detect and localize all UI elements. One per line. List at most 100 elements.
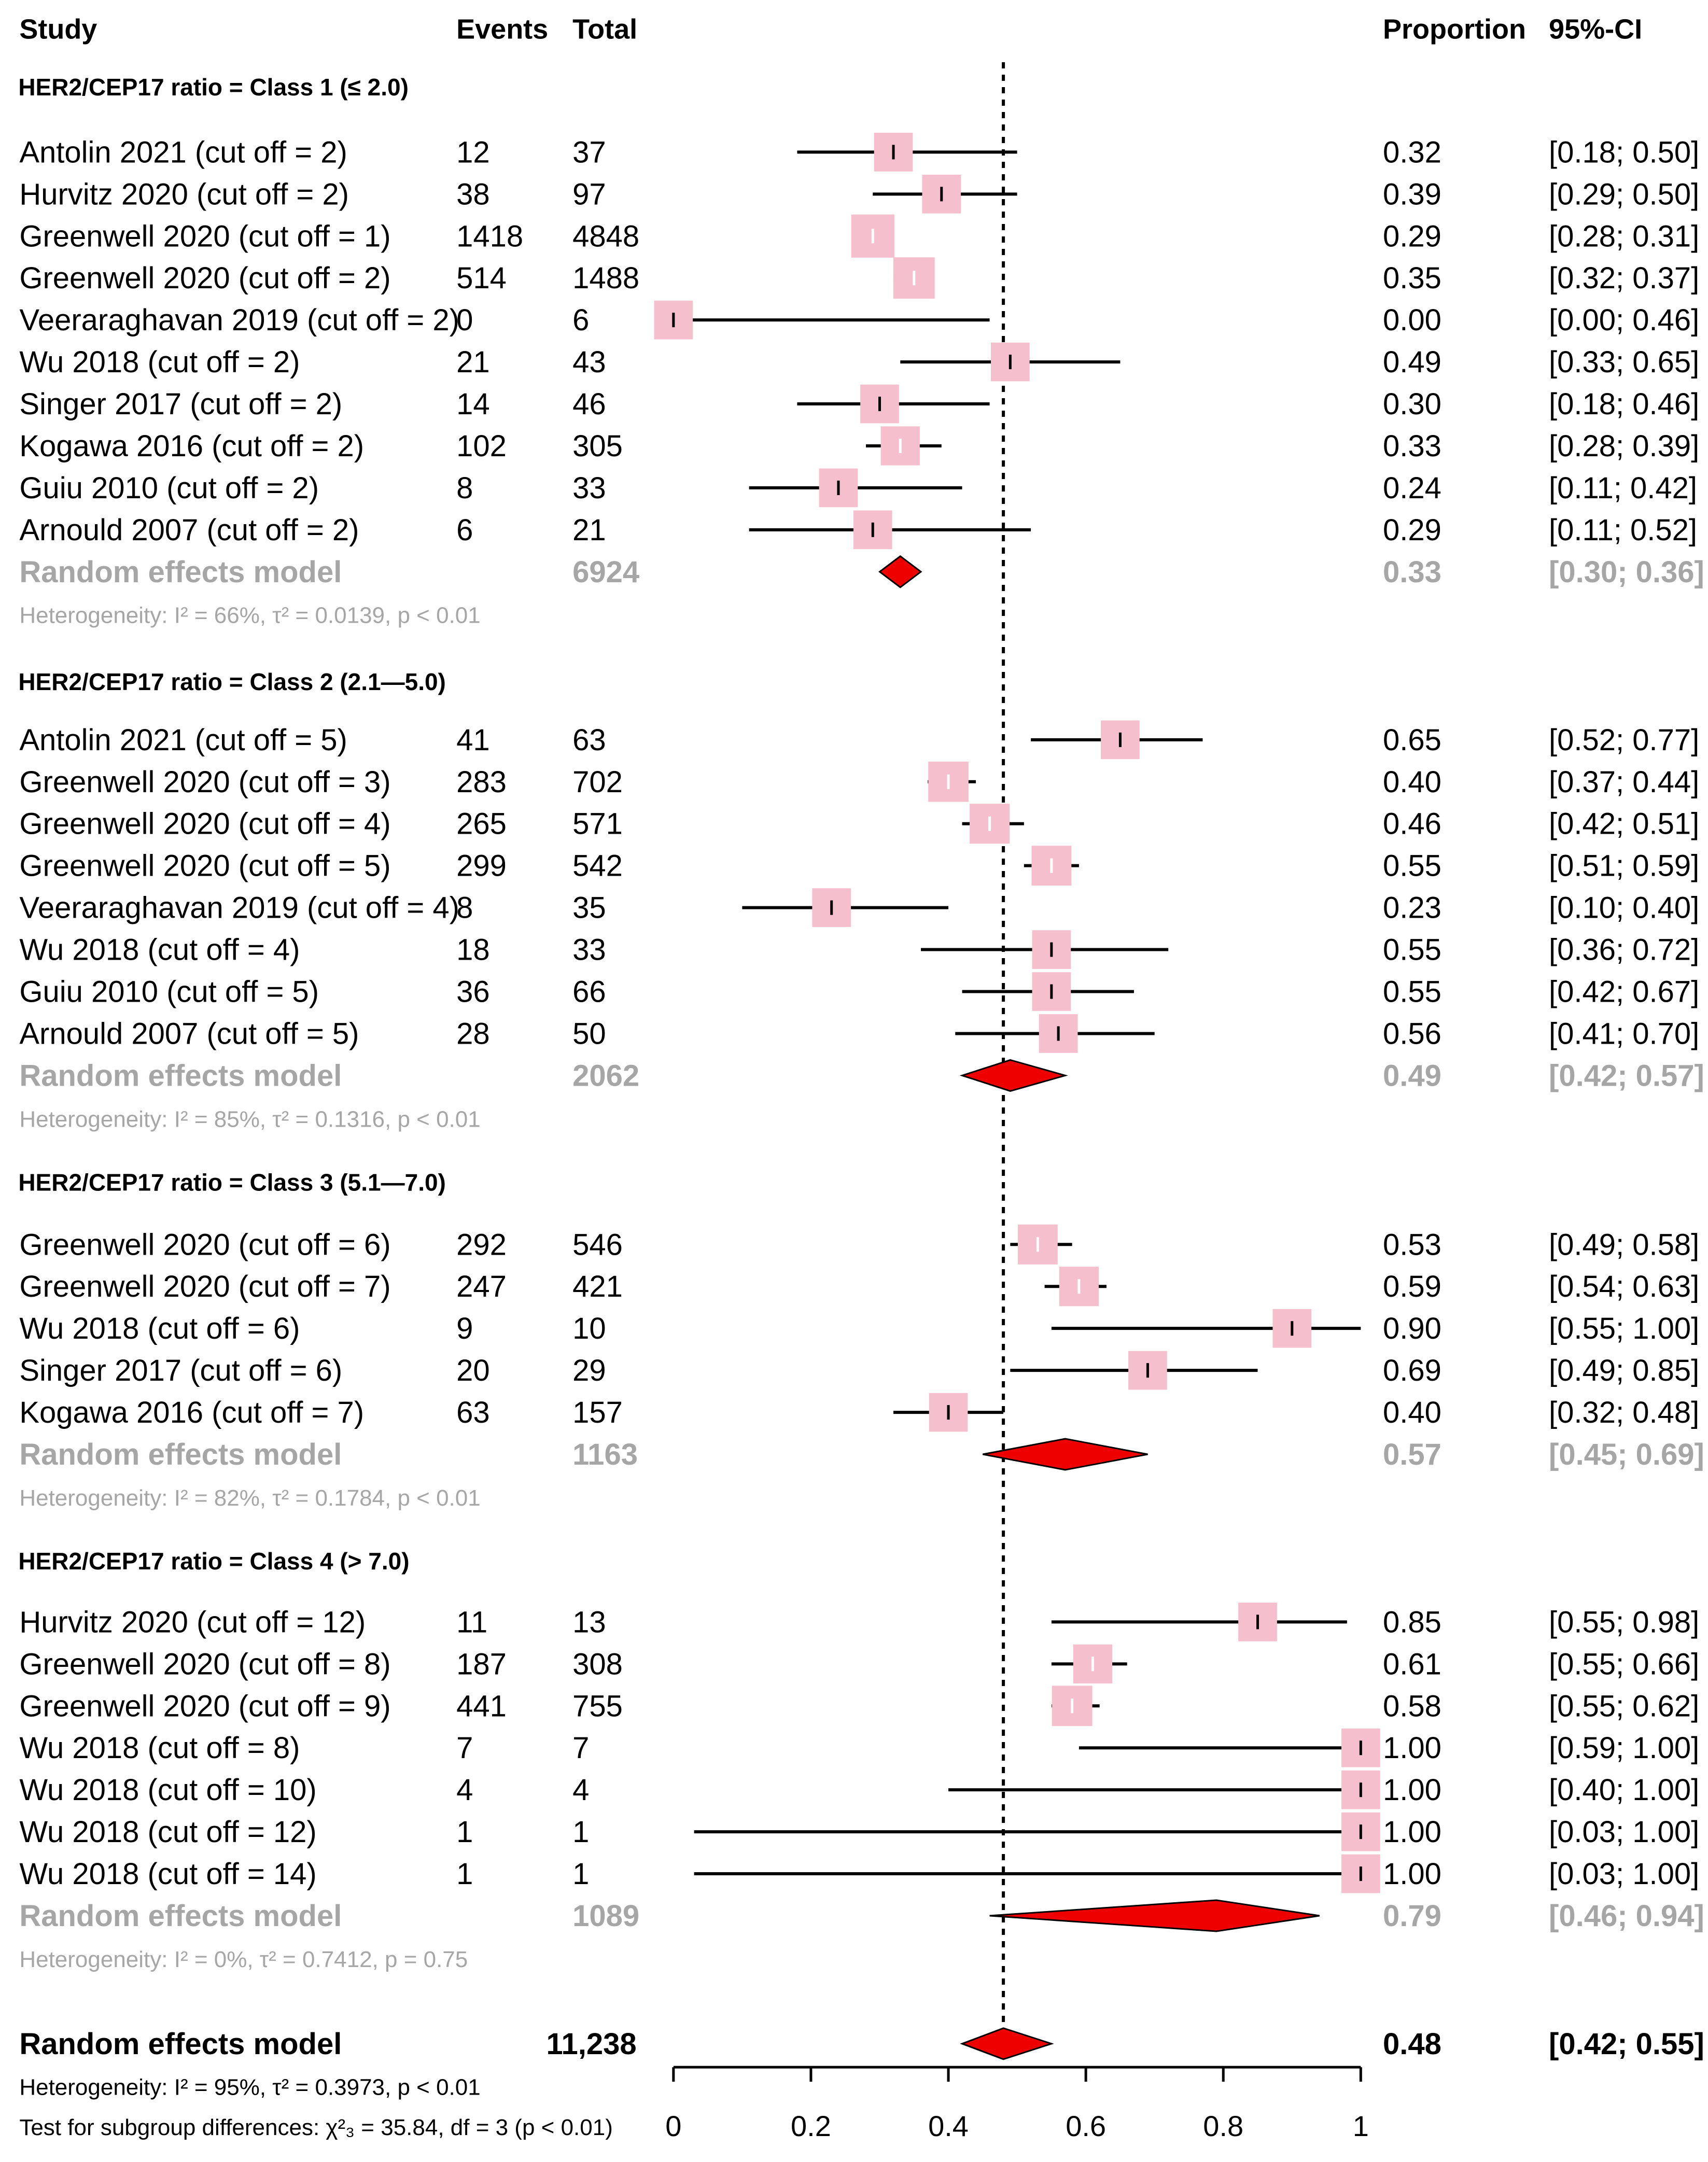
model-label: Random effects model bbox=[19, 1899, 342, 1933]
proportion-value: 0.29 bbox=[1383, 513, 1441, 547]
total-value: 702 bbox=[572, 765, 623, 799]
total-value: 755 bbox=[572, 1689, 623, 1723]
model-proportion: 0.49 bbox=[1383, 1059, 1441, 1092]
events-value: 41 bbox=[456, 723, 490, 757]
ci-value: [0.18; 0.46] bbox=[1549, 387, 1699, 421]
events-value: 265 bbox=[456, 807, 507, 841]
events-value: 63 bbox=[456, 1396, 490, 1429]
proportion-value: 0.30 bbox=[1383, 387, 1441, 421]
model-ci: [0.30; 0.36] bbox=[1549, 555, 1704, 589]
total-value: 6 bbox=[572, 303, 589, 337]
events-value: 4 bbox=[456, 1773, 473, 1807]
events-value: 28 bbox=[456, 1017, 490, 1050]
total-value: 37 bbox=[572, 135, 606, 169]
x-tick-label: 0.2 bbox=[791, 2110, 831, 2142]
events-value: 1 bbox=[456, 1857, 473, 1891]
ci-value: [0.37; 0.44] bbox=[1549, 765, 1699, 799]
study-label: Guiu 2010 (cut off = 2) bbox=[19, 471, 319, 505]
total-value: 66 bbox=[572, 975, 606, 1009]
proportion-value: 0.00 bbox=[1383, 303, 1441, 337]
events-value: 8 bbox=[456, 891, 473, 925]
overall-label: Random effects model bbox=[19, 2027, 342, 2061]
total-value: 21 bbox=[572, 513, 606, 547]
total-value: 1 bbox=[572, 1815, 589, 1849]
model-label: Random effects model bbox=[19, 1438, 342, 1471]
total-value: 1488 bbox=[572, 261, 639, 295]
events-value: 36 bbox=[456, 975, 490, 1009]
study-label: Greenwell 2020 (cut off = 6) bbox=[19, 1228, 390, 1261]
total-value: 10 bbox=[572, 1312, 606, 1345]
heterogeneity-text: Heterogeneity: I² = 85%, τ² = 0.1316, p … bbox=[19, 1106, 480, 1132]
events-value: 441 bbox=[456, 1689, 507, 1723]
ci-value: [0.40; 1.00] bbox=[1549, 1773, 1699, 1807]
ci-value: [0.55; 0.98] bbox=[1549, 1605, 1699, 1639]
events-value: 7 bbox=[456, 1731, 473, 1765]
study-label: Greenwell 2020 (cut off = 4) bbox=[19, 807, 390, 841]
study-label: Greenwell 2020 (cut off = 5) bbox=[19, 849, 390, 883]
proportion-value: 1.00 bbox=[1383, 1857, 1441, 1891]
study-label: Wu 2018 (cut off = 12) bbox=[19, 1815, 316, 1849]
events-value: 1 bbox=[456, 1815, 473, 1849]
header-ci: 95%-CI bbox=[1549, 14, 1642, 45]
proportion-value: 0.53 bbox=[1383, 1228, 1441, 1261]
study-label: Singer 2017 (cut off = 2) bbox=[19, 387, 342, 421]
ci-value: [0.55; 1.00] bbox=[1549, 1312, 1699, 1345]
study-label: Wu 2018 (cut off = 14) bbox=[19, 1857, 316, 1891]
proportion-value: 0.55 bbox=[1383, 933, 1441, 967]
overall-heterogeneity: Heterogeneity: I² = 95%, τ² = 0.3973, p … bbox=[19, 2075, 480, 2100]
proportion-value: 0.85 bbox=[1383, 1605, 1441, 1639]
ci-value: [0.11; 0.42] bbox=[1549, 471, 1697, 505]
summary-diamond bbox=[989, 1899, 1320, 1932]
ci-value: [0.51; 0.59] bbox=[1549, 849, 1699, 883]
total-value: 546 bbox=[572, 1228, 623, 1261]
ci-value: [0.42; 0.67] bbox=[1549, 975, 1699, 1009]
x-tick-label: 0.8 bbox=[1203, 2110, 1243, 2142]
total-value: 305 bbox=[572, 429, 623, 463]
total-value: 97 bbox=[572, 177, 606, 211]
proportion-value: 0.58 bbox=[1383, 1689, 1441, 1723]
subgroup-test: Test for subgroup differences: χ²₃ = 35.… bbox=[19, 2115, 613, 2140]
study-label: Arnould 2007 (cut off = 2) bbox=[19, 513, 359, 547]
study-label: Wu 2018 (cut off = 4) bbox=[19, 933, 300, 967]
model-proportion: 0.79 bbox=[1383, 1899, 1441, 1933]
overall-ci: [0.42; 0.55] bbox=[1549, 2027, 1704, 2061]
proportion-value: 0.40 bbox=[1383, 1396, 1441, 1429]
model-proportion: 0.57 bbox=[1383, 1438, 1441, 1471]
proportion-value: 0.39 bbox=[1383, 177, 1441, 211]
proportion-value: 0.69 bbox=[1383, 1354, 1441, 1387]
study-label: Greenwell 2020 (cut off = 3) bbox=[19, 765, 390, 799]
proportion-value: 0.55 bbox=[1383, 975, 1441, 1009]
model-label: Random effects model bbox=[19, 555, 342, 589]
proportion-value: 0.59 bbox=[1383, 1270, 1441, 1303]
summary-diamond bbox=[878, 555, 922, 588]
proportion-value: 0.61 bbox=[1383, 1647, 1441, 1681]
model-ci: [0.46; 0.94] bbox=[1549, 1899, 1704, 1933]
overall-proportion: 0.48 bbox=[1383, 2027, 1441, 2061]
study-label: Veeraraghavan 2019 (cut off = 4) bbox=[19, 891, 459, 925]
model-label: Random effects model bbox=[19, 1059, 342, 1092]
events-value: 1418 bbox=[456, 219, 523, 253]
ci-value: [0.10; 0.40] bbox=[1549, 891, 1699, 925]
total-value: 33 bbox=[572, 471, 606, 505]
events-value: 14 bbox=[456, 387, 490, 421]
study-label: Wu 2018 (cut off = 6) bbox=[19, 1312, 300, 1345]
study-label: Greenwell 2020 (cut off = 7) bbox=[19, 1270, 390, 1303]
study-label: Greenwell 2020 (cut off = 2) bbox=[19, 261, 390, 295]
ci-value: [0.11; 0.52] bbox=[1549, 513, 1697, 547]
events-value: 6 bbox=[456, 513, 473, 547]
proportion-value: 0.32 bbox=[1383, 135, 1441, 169]
ci-value: [0.18; 0.50] bbox=[1549, 135, 1699, 169]
proportion-value: 1.00 bbox=[1383, 1773, 1441, 1807]
total-value: 29 bbox=[572, 1354, 606, 1387]
events-value: 12 bbox=[456, 135, 490, 169]
total-value: 308 bbox=[572, 1647, 623, 1681]
study-label: Singer 2017 (cut off = 6) bbox=[19, 1354, 342, 1387]
total-value: 46 bbox=[572, 387, 606, 421]
events-value: 9 bbox=[456, 1312, 473, 1345]
ci-value: [0.52; 0.77] bbox=[1549, 723, 1699, 757]
proportion-value: 0.29 bbox=[1383, 219, 1441, 253]
study-label: Kogawa 2016 (cut off = 2) bbox=[19, 429, 364, 463]
model-proportion: 0.33 bbox=[1383, 555, 1441, 589]
proportion-value: 0.56 bbox=[1383, 1017, 1441, 1050]
header-study: Study bbox=[19, 14, 97, 45]
